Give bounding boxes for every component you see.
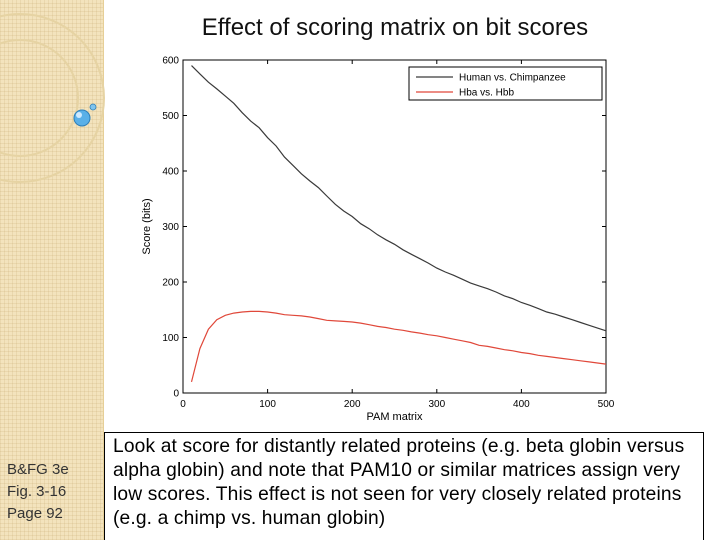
decor-ring-outer — [0, 13, 105, 183]
x-tick-label: 400 — [513, 399, 530, 410]
y-tick-label: 300 — [162, 222, 179, 233]
x-tick-label: 300 — [428, 399, 445, 410]
x-tick-label: 500 — [598, 399, 615, 410]
figure-number: Fig. 3-16 — [7, 483, 67, 500]
y-tick-label: 200 — [162, 278, 179, 289]
y-tick-label: 100 — [162, 333, 179, 344]
y-tick-label: 400 — [162, 167, 179, 178]
legend-label-human-vs-chimpanzee: Human vs. Chimpanzee — [459, 73, 566, 84]
slide-title: Effect of scoring matrix on bit scores — [201, 14, 589, 41]
x-tick-label: 200 — [344, 399, 361, 410]
plot-area — [182, 59, 607, 394]
legend-box — [408, 66, 603, 101]
y-axis: 0 100 200 300 400 500 600 — [162, 56, 606, 400]
x-tick-label: 100 — [259, 399, 276, 410]
series-line-human-vs-chimpanzee — [191, 65, 607, 332]
legend-label-hba-vs-hbb: Hba vs. Hbb — [459, 88, 514, 99]
x-axis: 0 100 200 300 400 500 — [180, 60, 615, 410]
side-divider — [103, 0, 104, 540]
decor-ring-inner — [0, 39, 79, 157]
x-tick-label: 0 — [180, 399, 186, 410]
figure-reference: B&FG 3e Fig. 3-16 Page 92 — [7, 459, 69, 525]
y-axis-label: Score (bits) — [141, 198, 153, 254]
y-tick-label: 0 — [173, 389, 179, 400]
caption-box: Look at score for distantly related prot… — [104, 432, 704, 540]
caption-text: Look at score for distantly related prot… — [113, 436, 685, 529]
book-edition: B&FG 3e — [7, 461, 69, 478]
side-panel — [0, 0, 103, 540]
decor-bubble-highlight — [76, 112, 82, 118]
decor-bubble-small — [89, 103, 97, 111]
y-tick-label: 500 — [162, 111, 179, 122]
decorative-circles — [0, 13, 105, 183]
series-line-hba-vs-hbb — [190, 310, 607, 383]
x-axis-label: PAM matrix — [366, 411, 423, 420]
y-tick-label: 600 — [162, 56, 179, 67]
chart-legend: Human vs. Chimpanzee Hba vs. Hbb — [408, 66, 603, 101]
page-number: Page 92 — [7, 505, 63, 522]
bit-score-chart: 0 100 200 300 400 500 600 0 100 200 300 400 500 Hum… — [141, 56, 615, 421]
decor-bubble-large — [73, 109, 91, 127]
